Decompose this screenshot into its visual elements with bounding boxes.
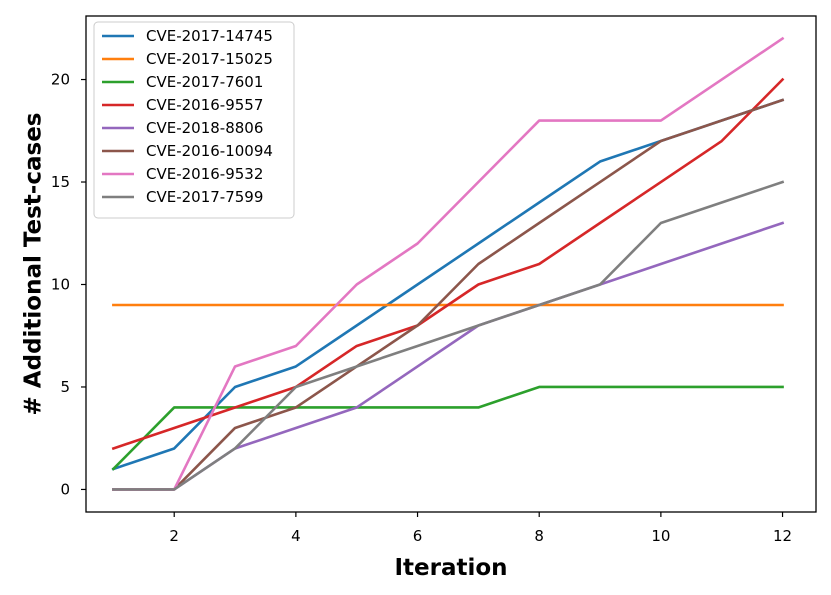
legend-label: CVE-2017-15025 xyxy=(146,50,273,68)
x-tick-label: 4 xyxy=(291,527,301,545)
y-tick-label: 5 xyxy=(60,378,70,396)
x-tick-label: 2 xyxy=(169,527,179,545)
series-line-cve-2016-9532 xyxy=(112,36,785,491)
legend-label: CVE-2017-14745 xyxy=(146,27,273,45)
plot-frame xyxy=(85,15,817,513)
y-axis-title: # Additional Test-cases xyxy=(21,113,47,416)
series-line-cve-2016-9557 xyxy=(111,77,785,451)
y-tick-label: 20 xyxy=(51,71,70,89)
legend: CVE-2017-14745 CVE-2017-15025 CVE-2017-760… xyxy=(93,21,295,219)
legend-label: CVE-2016-9532 xyxy=(146,165,263,183)
x-tick-label: 8 xyxy=(534,527,544,545)
legend-label: CVE-2018-8806 xyxy=(146,119,263,137)
series-line-cve-2017-7599 xyxy=(112,180,785,491)
legend-label: CVE-2016-9557 xyxy=(146,96,263,114)
x-tick-label: 10 xyxy=(651,527,670,545)
x-tick-label: 6 xyxy=(413,527,423,545)
series-layer xyxy=(111,36,785,491)
legend-box xyxy=(93,21,295,219)
legend-label: CVE-2017-7601 xyxy=(146,73,263,91)
legend-label: CVE-2017-7599 xyxy=(146,188,263,206)
ticks-layer: 2 4 6 8 10 12 0 5 10 15 20 xyxy=(51,71,792,545)
x-tick-label: 12 xyxy=(773,527,792,545)
legend-label: CVE-2016-10094 xyxy=(146,142,273,160)
x-axis-title: Iteration xyxy=(394,555,507,581)
y-tick-label: 15 xyxy=(51,173,70,191)
series-line-cve-2016-10094 xyxy=(112,98,785,491)
series-line-cve-2017-7601 xyxy=(111,385,784,471)
y-tick-label: 0 xyxy=(60,480,70,498)
y-tick-label: 10 xyxy=(51,275,70,293)
